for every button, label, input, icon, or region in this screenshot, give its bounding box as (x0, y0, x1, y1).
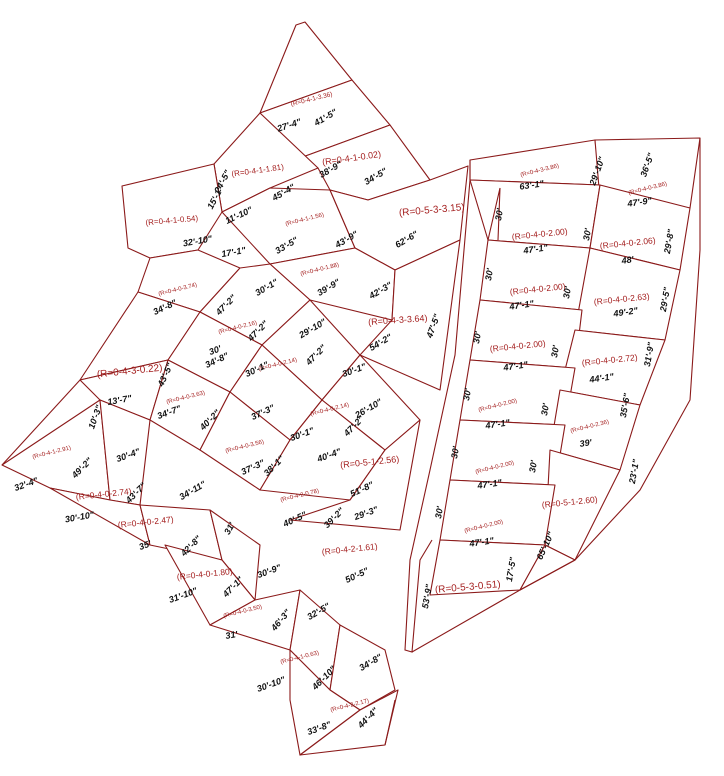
plot-dimension-label: 30' (461, 387, 473, 402)
plot-dimension-label: 48' (620, 254, 635, 266)
plot-dimension-label: 47'-1" (522, 242, 549, 256)
plot-dimension-label: 47'-1" (484, 417, 511, 431)
plot-dimension-label: 30' (208, 343, 224, 357)
road-edge (1, 379, 81, 466)
plot-dimension-label: 35'-6" (618, 392, 632, 419)
plot-dimension-label: 31'-10" (167, 585, 199, 605)
plot-dimension-label: 30' (483, 267, 495, 282)
plot-boundary (259, 399, 386, 501)
plot-dimension-label: 47'-1" (508, 298, 535, 312)
plot-dimension-label: 47'-1" (476, 477, 503, 491)
plot-dimension-label: 31'-9" (642, 341, 656, 368)
plot-dimension-label: 31' (225, 629, 240, 641)
plot-dimension-label: 30'-9" (256, 562, 283, 580)
plot-boundary (439, 479, 556, 546)
plot-boundary (469, 299, 583, 369)
plot-dimension-label: 23'-1" (627, 458, 641, 485)
plot-dimension-label: 47'-1" (502, 359, 529, 373)
plot-dimension-label: 30'-10" (64, 509, 95, 524)
plot-dimension-label: 47'-1" (468, 535, 495, 549)
plot-dimension-label: 49'-2" (612, 305, 639, 319)
plot-boundary (469, 139, 601, 186)
plot-dimension-label: 47'-9" (626, 195, 653, 209)
plot-dimension-label: 53'-9" (420, 583, 434, 610)
plot-dimension-label: 30' (581, 227, 593, 242)
road-edge (487, 187, 501, 241)
plot-dimension-label: 30' (433, 505, 445, 520)
road-edge (404, 160, 471, 653)
plot-dimension-label: 39' (579, 437, 593, 449)
plot-dimension-label: 50'-5" (344, 565, 371, 585)
plot-dimension-label: 32'-4" (13, 475, 40, 493)
plot-dimension-label: 40'-5" (281, 509, 309, 529)
plot-dimension-label: 30' (549, 344, 561, 359)
plot-dimension-label: 29'-5" (658, 286, 672, 313)
plot-dimension-label: 30' (493, 207, 505, 222)
plot-dimension-label: 13'-7" (107, 393, 134, 407)
plot-boundary (289, 419, 421, 531)
road-edge (411, 138, 701, 653)
plot-dimension-label: 30' (561, 285, 573, 300)
plot-area-label: (R=0-4-2-1.61) (321, 541, 378, 557)
plot-dimension-label: 17'-5" (504, 556, 518, 583)
plot-dimension-label: 30' (527, 459, 539, 474)
plot-dimension-label: 35' (138, 538, 154, 552)
plot-dimension-label: 30' (449, 445, 461, 460)
plot-dimension-label: 63'-1" (519, 178, 545, 191)
plot-dimension-label: 29'-8" (662, 228, 676, 255)
plot-dimension-label: 17'-1" (221, 245, 248, 259)
plot-boundary (359, 239, 461, 391)
plot-dimension-label: 44'-1" (588, 371, 615, 385)
plot-dimension-label: 30'-10" (255, 674, 287, 694)
plot-dimension-label: 30' (471, 330, 483, 345)
plot-boundary (449, 419, 566, 486)
plot-area-label: (R=0-4-3-3.64) (368, 313, 428, 327)
plot-dimension-label: 34'-11" (178, 479, 209, 502)
road-edge (384, 699, 396, 746)
plot-boundary (299, 689, 399, 756)
plot-dimension-label: 30' (539, 402, 551, 417)
